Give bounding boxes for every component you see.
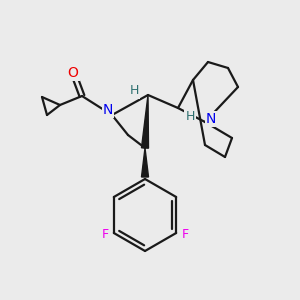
Text: N: N xyxy=(206,112,216,126)
Polygon shape xyxy=(142,95,148,148)
Text: H: H xyxy=(185,110,195,122)
Text: H: H xyxy=(129,85,139,98)
Text: F: F xyxy=(101,229,108,242)
Text: F: F xyxy=(182,229,189,242)
Text: N: N xyxy=(103,103,113,117)
Polygon shape xyxy=(142,148,148,177)
Text: O: O xyxy=(68,66,78,80)
